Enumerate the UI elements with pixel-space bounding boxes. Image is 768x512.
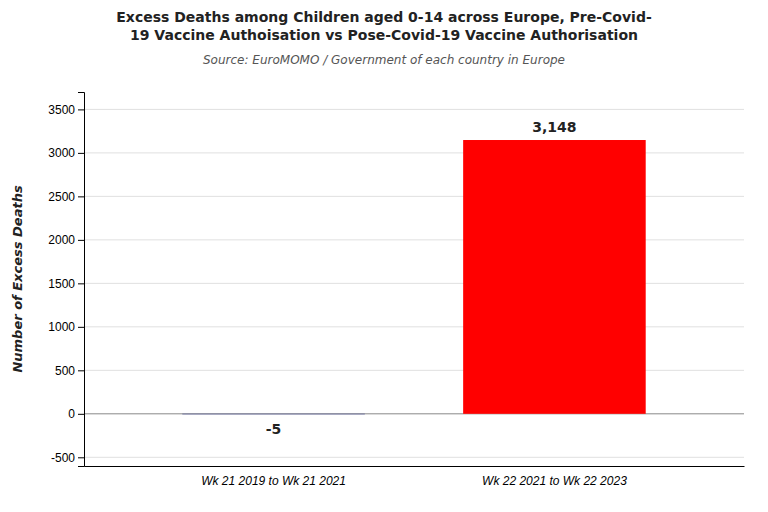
y-tick: 2000 bbox=[48, 233, 84, 247]
title: Excess Deaths among Children aged 0-14 a… bbox=[116, 9, 652, 43]
y-tick-label: 2000 bbox=[48, 233, 75, 247]
y-tick: -500 bbox=[51, 451, 84, 465]
y-tick-mark bbox=[78, 414, 84, 415]
y-tick-label: 500 bbox=[55, 364, 75, 378]
y-tick-mark bbox=[78, 109, 84, 110]
y-tick-mark bbox=[78, 153, 84, 154]
y-tick: 1000 bbox=[48, 320, 84, 334]
grid-line bbox=[84, 109, 744, 110]
y-tick-label: 3500 bbox=[48, 103, 75, 117]
title-line: Excess Deaths among Children aged 0-14 a… bbox=[116, 9, 652, 25]
y-tick-label: 3000 bbox=[48, 146, 75, 160]
x-axis: Wk 21 2019 to Wk 21 2021 Wk 22 2021 to Wk… bbox=[85, 467, 745, 488]
y-axis: -500 0 500 1000 1500 2000 2500 3000 3500 bbox=[48, 93, 84, 467]
y-tick-label: 0 bbox=[68, 407, 75, 421]
y-tick: 1500 bbox=[48, 277, 84, 291]
x-tick-label: Wk 22 2021 to Wk 22 2023 bbox=[482, 474, 627, 488]
y-axis-title: Number of Excess Deaths bbox=[10, 185, 25, 372]
y-tick: 2500 bbox=[48, 190, 84, 204]
subtitle: Source: EuroMOMO / Government of each co… bbox=[203, 53, 565, 67]
data-label: -5 bbox=[266, 421, 282, 437]
y-tick-mark bbox=[78, 196, 84, 197]
y-tick-mark bbox=[78, 240, 84, 241]
y-tick-label: 1000 bbox=[48, 320, 75, 334]
y-tick: 3500 bbox=[48, 103, 84, 117]
grid bbox=[84, 109, 744, 457]
y-tick: 3000 bbox=[48, 146, 84, 160]
data-label: 3,148 bbox=[532, 119, 576, 135]
x-tick-label: Wk 21 2019 to Wk 21 2021 bbox=[201, 474, 346, 488]
y-tick: 0 bbox=[68, 407, 84, 421]
y-tick-mark bbox=[78, 283, 84, 284]
x-tick: Wk 21 2019 to Wk 21 2021 bbox=[201, 474, 346, 488]
bar bbox=[182, 413, 365, 414]
data-labels: -5 3,148 bbox=[266, 119, 577, 437]
chart: Excess Deaths among Children aged 0-14 a… bbox=[0, 0, 768, 512]
y-tick: 500 bbox=[55, 364, 84, 378]
grid-line bbox=[84, 457, 744, 458]
bar bbox=[463, 140, 646, 414]
y-tick-mark bbox=[78, 457, 84, 458]
y-tick-label: 1500 bbox=[48, 277, 75, 291]
y-tick-label: 2500 bbox=[48, 190, 75, 204]
y-tick-mark bbox=[78, 370, 84, 371]
bars bbox=[182, 140, 645, 414]
x-tick: Wk 22 2021 to Wk 22 2023 bbox=[482, 474, 627, 488]
title-line: 19 Vaccine Authoisation vs Pose-Covid-19… bbox=[130, 27, 638, 43]
y-tick-mark bbox=[78, 327, 84, 328]
plot: -500 0 500 1000 1500 2000 2500 3000 3500 Wk 21 20… bbox=[10, 93, 745, 488]
y-axis-line bbox=[78, 93, 85, 467]
y-tick-label: -500 bbox=[51, 451, 75, 465]
x-axis-line bbox=[85, 466, 745, 467]
